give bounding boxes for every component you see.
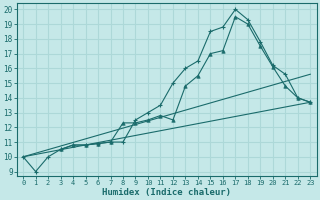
X-axis label: Humidex (Indice chaleur): Humidex (Indice chaleur) — [102, 188, 231, 197]
